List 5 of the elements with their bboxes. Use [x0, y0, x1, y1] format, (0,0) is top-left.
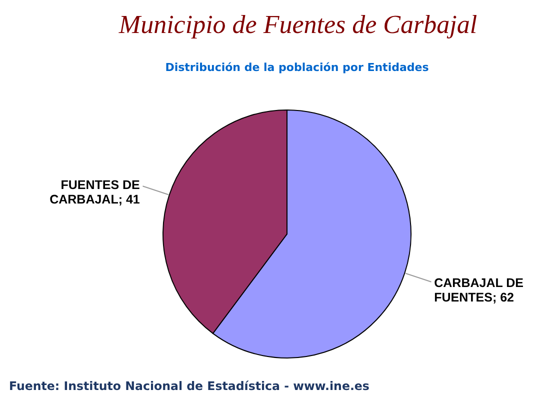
slice-label: CARBAJAL DE FUENTES; 62 — [434, 276, 524, 304]
slice-label: FUENTES DE CARBAJAL; 41 — [50, 178, 140, 207]
chart-subtitle: Distribución de la población por Entidades — [165, 61, 430, 74]
source-note: Fuente: Instituto Nacional de Estadística - www.ine.es — [9, 379, 370, 393]
chart-title: Municipio de Fuentes de Carbajal — [118, 10, 478, 39]
